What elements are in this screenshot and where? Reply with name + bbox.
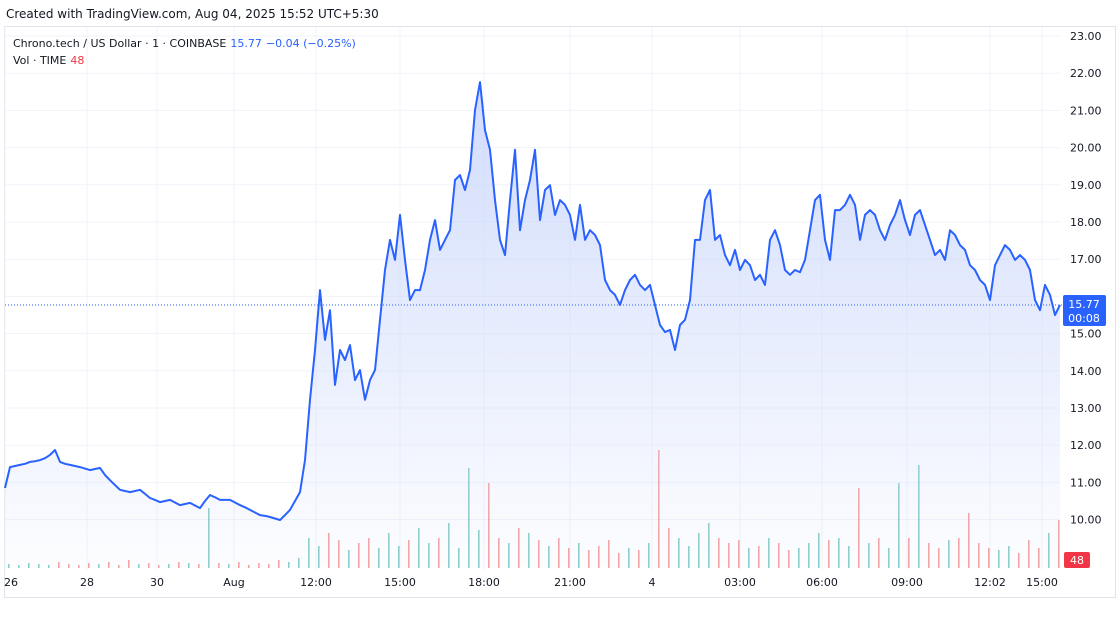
y-tick-label: 12.00 [1070, 439, 1102, 452]
x-tick-label: 18:00 [468, 576, 500, 589]
x-tick-label: 28 [80, 576, 94, 589]
y-tick-label: 15.00 [1070, 328, 1102, 341]
y-tick-label: 22.00 [1070, 67, 1102, 80]
y-tick-label: 17.00 [1070, 253, 1102, 266]
price-tag-bg [1063, 294, 1106, 326]
x-tick-label: 12:00 [300, 576, 332, 589]
x-tick-label: 12:02 [974, 576, 1006, 589]
y-tick-label: 21.00 [1070, 104, 1102, 117]
y-tick-label: 14.00 [1070, 365, 1102, 378]
x-tick-label: 06:00 [806, 576, 838, 589]
chart-legend: Chrono.tech / US Dollar · 1 · COINBASE 15… [13, 35, 356, 69]
price-change: −0.04 (−0.25%) [265, 37, 356, 50]
y-tick-label: 10.00 [1070, 514, 1102, 527]
volume-tag-value: 48 [1070, 554, 1084, 567]
x-tick-label: 21:00 [554, 576, 586, 589]
x-tick-label: 09:00 [891, 576, 923, 589]
volume-value: 48 [70, 54, 85, 67]
created-with-credit: Created with TradingView.com, Aug 04, 20… [6, 7, 379, 21]
symbol-title[interactable]: Chrono.tech / US Dollar · 1 · COINBASE [13, 37, 227, 50]
x-tick-label: 30 [150, 576, 164, 589]
volume-label[interactable]: Vol · TIME [13, 54, 67, 67]
symbol-legend-row: Chrono.tech / US Dollar · 1 · COINBASE 15… [13, 35, 356, 52]
price-area-fill [5, 82, 1060, 568]
x-tick-label: 03:00 [724, 576, 756, 589]
volume-tag-bg [1064, 552, 1090, 568]
volume-legend-row: Vol · TIME 48 [13, 52, 356, 69]
x-tick-label: Aug [223, 576, 244, 589]
y-tick-label: 23.00 [1070, 30, 1102, 43]
price-tag-countdown: 00:08 [1068, 312, 1100, 325]
y-tick-label: 11.00 [1070, 476, 1102, 489]
y-tick-label: 13.00 [1070, 402, 1102, 415]
volume-tag: 48 [1064, 552, 1090, 568]
y-tick-label: 18.00 [1070, 216, 1102, 229]
x-tick-label: 4 [649, 576, 656, 589]
last-price: 15.77 [230, 37, 262, 50]
x-tick-label: 26 [4, 576, 18, 589]
price-tag-price: 15.77 [1068, 298, 1100, 311]
price-line [4, 81, 1061, 521]
x-tick-label: 15:00 [384, 576, 416, 589]
y-tick-label: 20.00 [1070, 142, 1102, 155]
y-tick-label: 19.00 [1070, 179, 1102, 192]
x-tick-label: 15:00 [1026, 576, 1058, 589]
